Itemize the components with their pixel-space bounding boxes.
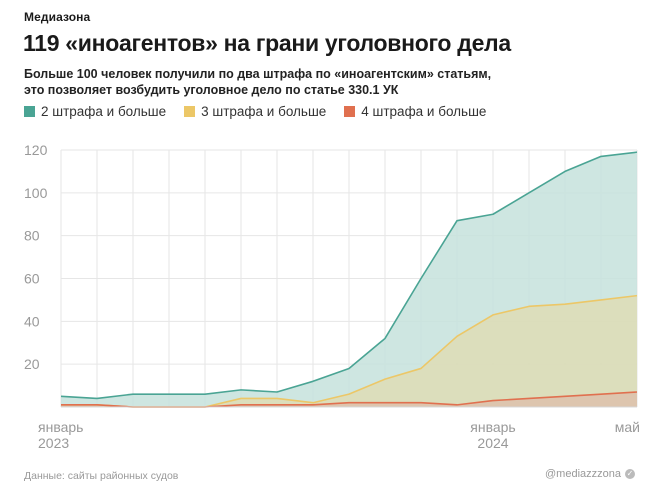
series-area-3: [61, 295, 637, 407]
y-tick-label: 40: [24, 313, 40, 329]
y-tick-label: 60: [24, 271, 40, 287]
legend: 2 штрафа и больше 3 штрафа и больше 4 шт…: [24, 104, 486, 119]
x-tick-year: 2024: [477, 435, 508, 451]
footer-source: Данные: сайты районных судов: [24, 470, 179, 482]
x-tick-label: май: [615, 419, 640, 435]
x-tick-label: январь: [38, 419, 83, 435]
legend-item-3: 3 штрафа и больше: [184, 104, 326, 119]
series-area-4: [61, 392, 637, 407]
y-tick-label: 120: [24, 142, 48, 158]
x-tick-year: 2023: [38, 435, 69, 451]
legend-swatch-2: [24, 106, 35, 117]
legend-swatch-4: [344, 106, 356, 117]
legend-item-2: 2 штрафа и больше: [24, 104, 166, 119]
subtitle-line-2: это позволяет возбудить уголовное дело п…: [24, 83, 399, 97]
y-tick-label: 80: [24, 228, 40, 244]
legend-label-2: 2 штрафа и больше: [41, 104, 167, 119]
y-tick-label: 100: [24, 185, 48, 201]
subtitle-line-1: Больше 100 человек получили по два штраф…: [24, 67, 492, 81]
legend-swatch-3: [184, 106, 196, 117]
legend-item-4: 4 штрафа и больше: [344, 104, 486, 119]
footer-handle-text: @mediazzzona: [545, 468, 621, 480]
footer-handle: @mediazzzona ✓: [545, 468, 635, 480]
series-line-2: [60, 151, 638, 400]
verified-icon: ✓: [625, 469, 635, 479]
chart-subtitle: Больше 100 человек получили по два штраф…: [24, 66, 634, 98]
x-tick-label: январь: [470, 419, 515, 435]
legend-label-3: 3 штрафа и больше: [201, 104, 327, 119]
chart-title: 119 «иноагентов» на грани уголовного дел…: [23, 30, 511, 56]
legend-label-4: 4 штрафа и больше: [361, 104, 487, 119]
brand-logo: Медиазона: [24, 10, 91, 24]
y-tick-label: 20: [24, 356, 40, 372]
